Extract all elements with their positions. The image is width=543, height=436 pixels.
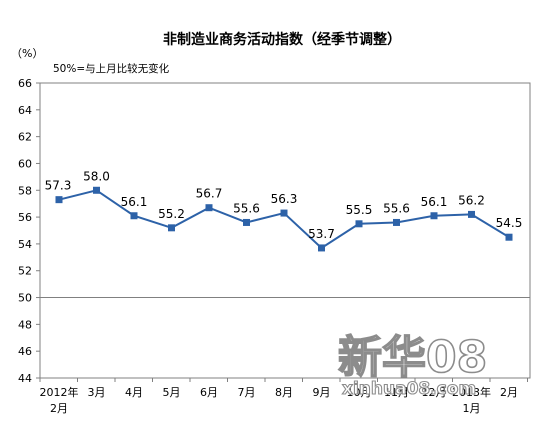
x-tick-label: 2月 (500, 386, 518, 399)
data-point (505, 233, 513, 241)
chart-title: 非制造业商务活动指数（经季节调整） (163, 31, 401, 48)
watermark-logo-text: 新华08 (338, 332, 487, 383)
x-tick-label: 10月 (347, 386, 372, 399)
data-point (243, 218, 250, 226)
y-tick-label: 54 (18, 238, 32, 251)
data-point (355, 220, 363, 228)
y-tick-label: 50 (18, 292, 32, 305)
watermark: 新华08 xinhua08.com (337, 331, 488, 399)
x-tick-label: 3月 (88, 386, 106, 399)
y-tick-label: 46 (18, 345, 32, 358)
data-label: 55.6 (233, 201, 260, 215)
data-labels: 57.3 58.0 56.1 55.2 56.7 55.6 56.3 53.7 55.5 55.6… (45, 169, 523, 241)
data-point (93, 186, 100, 194)
y-tick-label: 62 (18, 131, 32, 144)
x-tick-label: 2013年 (452, 385, 491, 399)
x-tick-label: 11月 (384, 386, 409, 399)
x-tick-label: 8月 (275, 386, 293, 399)
data-point (55, 196, 63, 204)
baseline-note: 50%=与上月比较无变化 (53, 62, 170, 75)
data-label: 58.0 (83, 169, 110, 183)
x-tick-label: 9月 (313, 386, 331, 399)
x-tick-label: 2月 (50, 402, 68, 415)
data-label: 53.7 (308, 227, 335, 241)
data-point (318, 244, 325, 252)
y-tick-label: 48 (18, 318, 32, 331)
series-index (55, 186, 513, 252)
x-tick-label: 1月 (463, 402, 481, 415)
data-label: 54.5 (496, 216, 523, 230)
x-tick-label: 6月 (200, 386, 218, 399)
data-point (205, 204, 213, 212)
y-tick-label: 58 (18, 184, 32, 197)
data-label: 57.3 (45, 179, 72, 193)
y-axis: 44 46 48 50 52 54 56 58 60 62 64 66 (18, 77, 40, 385)
data-label: 56.7 (196, 187, 223, 201)
x-tick-label: 4月 (125, 386, 143, 399)
y-tick-label: 64 (18, 104, 32, 117)
data-label: 56.1 (421, 195, 448, 209)
data-label: 56.3 (271, 192, 298, 206)
data-label: 55.5 (346, 203, 373, 217)
x-tick-label: 7月 (238, 386, 256, 399)
data-label: 56.2 (458, 193, 485, 207)
y-tick-label: 52 (18, 265, 32, 278)
data-point (468, 210, 475, 218)
y-tick-label: 56 (18, 211, 32, 224)
x-axis: 2012年 2月 3月 4月 5月 6月 7月 8月 9月 10月 11月 12月 2013年 1月 2月 (39, 378, 528, 415)
data-point (168, 224, 175, 232)
x-tick-label: 5月 (163, 386, 181, 399)
data-label: 55.2 (158, 207, 185, 221)
data-point (130, 212, 138, 220)
data-label: 55.6 (383, 201, 410, 215)
data-point (393, 218, 400, 226)
y-tick-label: 44 (18, 372, 32, 385)
data-point (280, 209, 288, 217)
y-tick-label: 66 (18, 77, 32, 90)
data-label: 56.1 (121, 195, 148, 209)
y-axis-unit: （%） (11, 47, 43, 60)
x-tick-label: 12月 (422, 386, 447, 399)
x-tick-label: 2012年 (40, 385, 79, 399)
y-tick-label: 60 (18, 157, 32, 170)
watermark-url: xinhua08.com (342, 379, 476, 399)
plot-frame (39, 82, 531, 379)
data-point (430, 212, 438, 220)
